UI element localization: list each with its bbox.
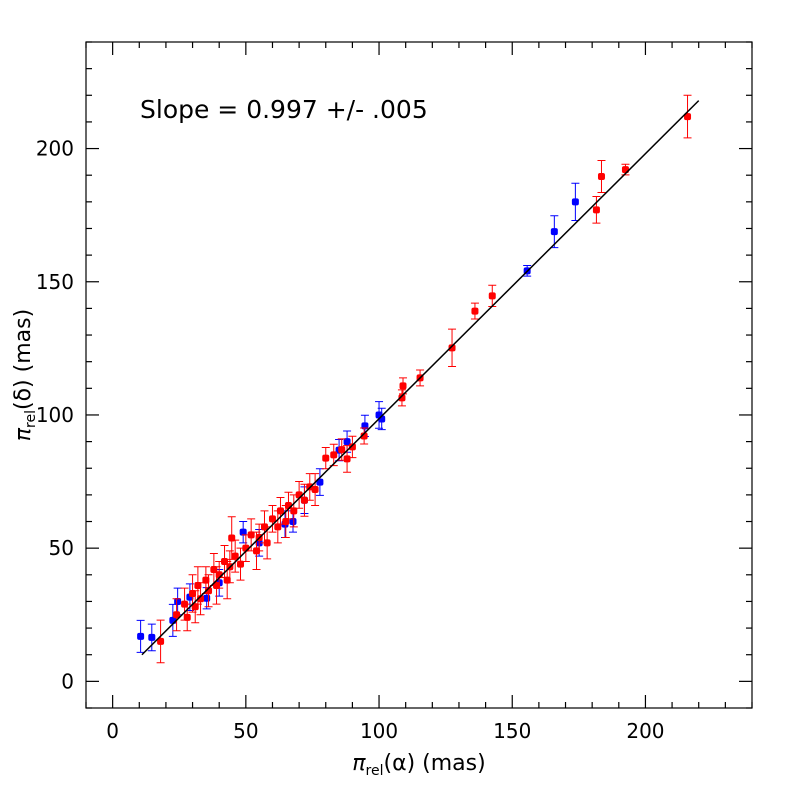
x-tick-label: 200 [626,719,664,743]
point [197,595,205,603]
point [684,113,692,121]
point [247,531,255,539]
point [191,603,199,611]
point [148,633,156,641]
point [237,560,245,568]
x-label-rest: (α) (mas) [384,751,486,776]
point [173,611,181,619]
y-tick-label: 0 [61,669,74,693]
point [223,576,231,584]
y-label-subscript: rel [23,410,39,428]
point [239,528,247,536]
fit-line [141,100,700,656]
x-tick-label: 150 [493,719,531,743]
plot-frame [85,41,753,709]
y-tick-label: 150 [36,270,74,294]
x-label-symbol: π [352,751,366,776]
y-axis-label: πrel(δ) (mas) [11,309,39,441]
point [300,496,308,504]
point [263,539,271,547]
point [282,518,290,526]
point [202,576,210,584]
point [592,206,600,214]
y-tick-label: 100 [36,403,74,427]
point [488,292,496,300]
point [276,507,284,515]
point [137,632,145,640]
point [348,443,356,451]
point [210,565,218,573]
point [471,307,479,315]
point [203,594,211,602]
x-tick-label: 100 [360,719,398,743]
point [343,438,351,446]
x-label-subscript: rel [366,763,384,779]
point [157,637,165,645]
y-label-rest: (δ) (mas) [11,309,36,410]
point [290,507,298,515]
point [194,581,202,589]
point [289,518,297,526]
point [338,446,346,454]
y-tick-label: 50 [49,536,74,560]
point [189,589,197,597]
point [571,198,579,206]
point [343,455,351,463]
x-tick-label: 0 [106,719,119,743]
point [213,581,221,589]
x-axis-label: πrel(α) (mas) [352,751,485,779]
point [398,394,406,402]
point [597,173,605,181]
point [174,597,182,605]
y-label-symbol: π [11,427,36,441]
point [268,515,276,523]
point [311,486,319,494]
point [550,228,558,236]
point [322,454,330,462]
y-tick-label: 200 [36,137,74,161]
annotation: Slope = 0.997 +/- .005 [140,95,428,124]
point [274,523,282,531]
point [399,382,407,390]
point [330,451,338,459]
point [205,587,213,595]
point [360,432,368,440]
point [448,344,456,352]
point [231,552,239,560]
point [183,613,191,621]
x-tick-label: 50 [233,719,258,743]
